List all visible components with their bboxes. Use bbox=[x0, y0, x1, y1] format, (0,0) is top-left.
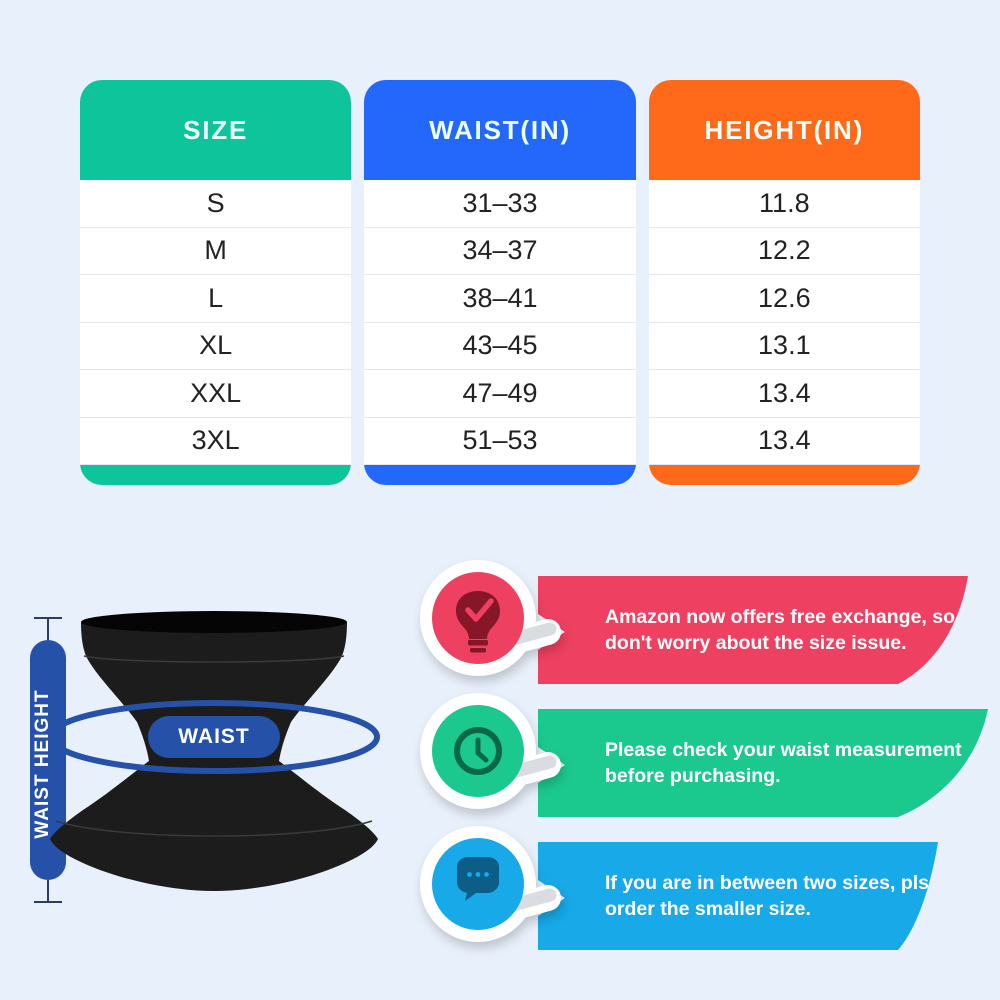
svg-text:WAIST: WAIST bbox=[178, 725, 250, 748]
svg-text:WAIST HEIGHT: WAIST HEIGHT bbox=[32, 689, 53, 838]
